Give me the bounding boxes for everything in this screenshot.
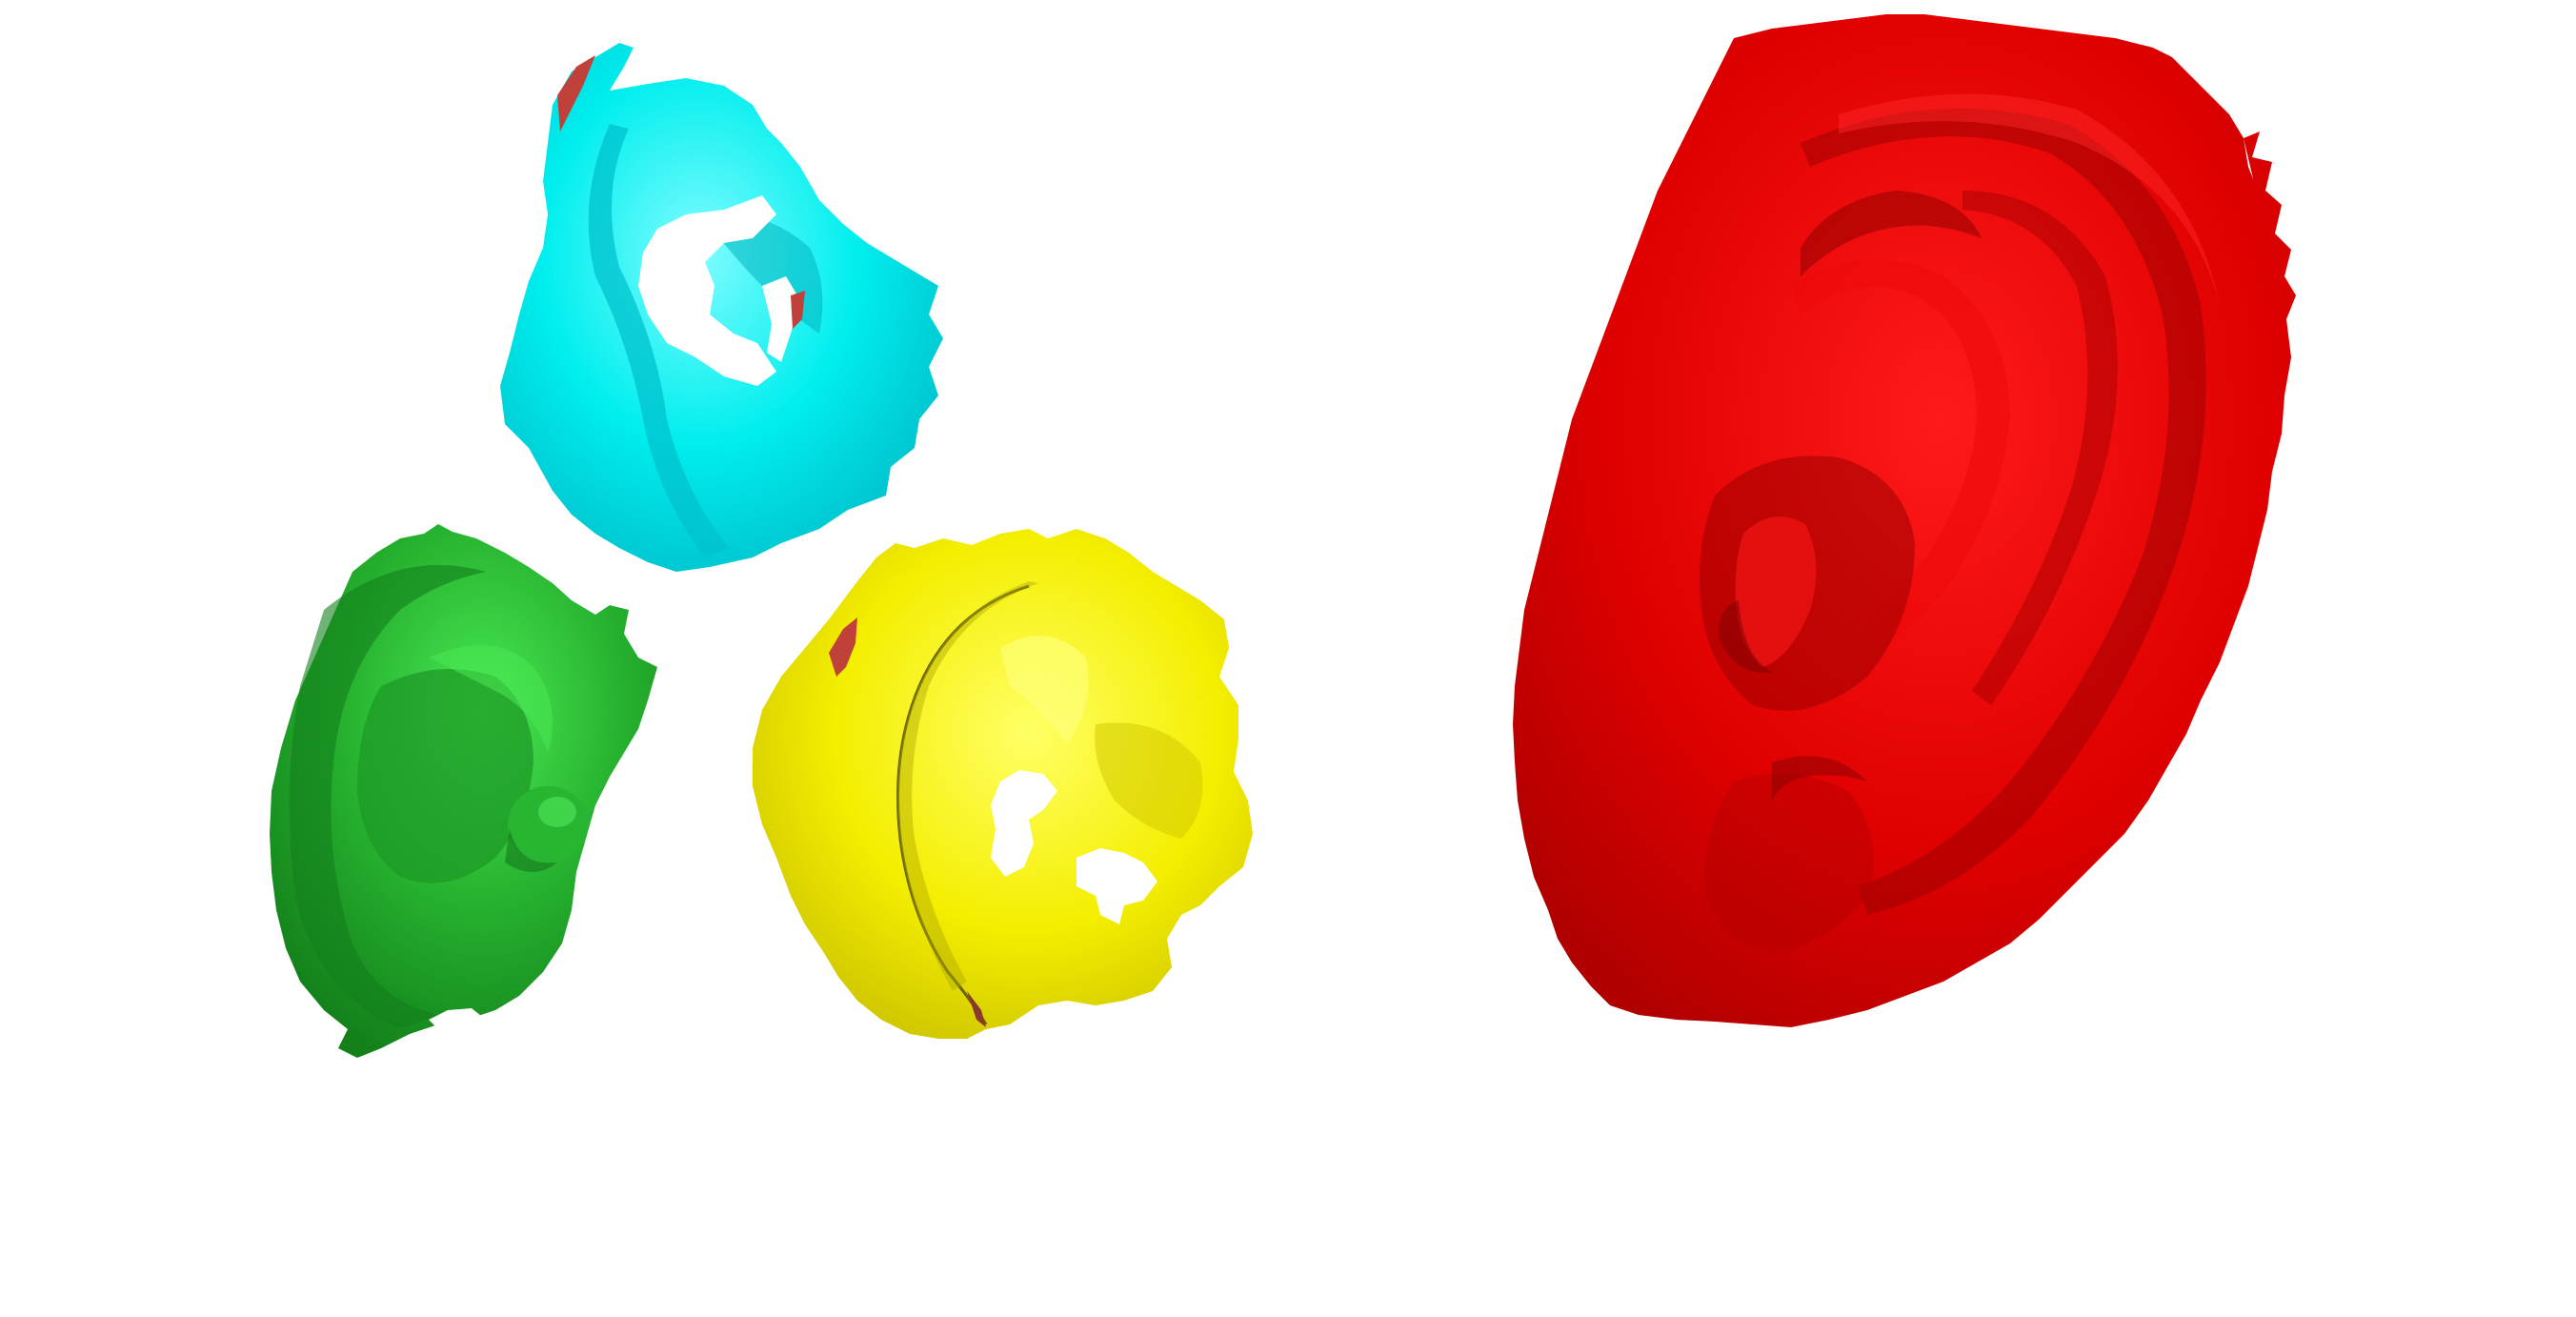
red-antitragus-crease bbox=[1772, 756, 1867, 800]
red-helix-highlight bbox=[1839, 93, 2220, 305]
yellow-hole-lower bbox=[1077, 848, 1157, 924]
yellow-antihelix-highlight bbox=[1000, 636, 1089, 743]
green-tragus-shadow bbox=[505, 829, 557, 872]
full-ear-red bbox=[1513, 14, 2296, 1027]
yellow-overlap-patch bbox=[829, 618, 857, 677]
green-tragus-highlight bbox=[538, 797, 576, 827]
cyan-overlap-patch-mid bbox=[791, 291, 805, 329]
partial-ear-yellow bbox=[753, 529, 1253, 1039]
cyan-overlap-patch-top bbox=[557, 55, 595, 132]
yellow-overlap-sliver bbox=[967, 991, 986, 1027]
cyan-crease-shadow bbox=[588, 124, 729, 557]
yellow-crease-seam bbox=[896, 584, 1030, 1025]
red-jagged-edge bbox=[2244, 132, 2296, 319]
partial-ear-green bbox=[270, 524, 657, 1058]
red-helix-shadow bbox=[1801, 109, 2206, 915]
red-antihelix bbox=[1791, 259, 2010, 667]
yellow-concha-shade bbox=[1095, 722, 1203, 839]
red-tragus-shadow bbox=[1719, 600, 1772, 673]
partial-ear-cyan bbox=[500, 43, 943, 572]
cyan-mesh-body bbox=[500, 43, 943, 572]
cyan-hole-large bbox=[638, 195, 776, 386]
red-tragus bbox=[1735, 517, 1817, 667]
green-concha bbox=[357, 669, 533, 883]
yellow-hole-upper bbox=[991, 770, 1057, 877]
red-triangular-fossa bbox=[1801, 191, 1982, 276]
green-helix-rim bbox=[289, 565, 486, 1029]
red-lobe-shade bbox=[1704, 774, 1874, 953]
red-scapha-groove bbox=[1962, 191, 2118, 705]
green-antihelix-highlight bbox=[429, 645, 553, 753]
cyan-hole-inner bbox=[762, 276, 800, 362]
green-hole-lobe bbox=[429, 1008, 481, 1029]
